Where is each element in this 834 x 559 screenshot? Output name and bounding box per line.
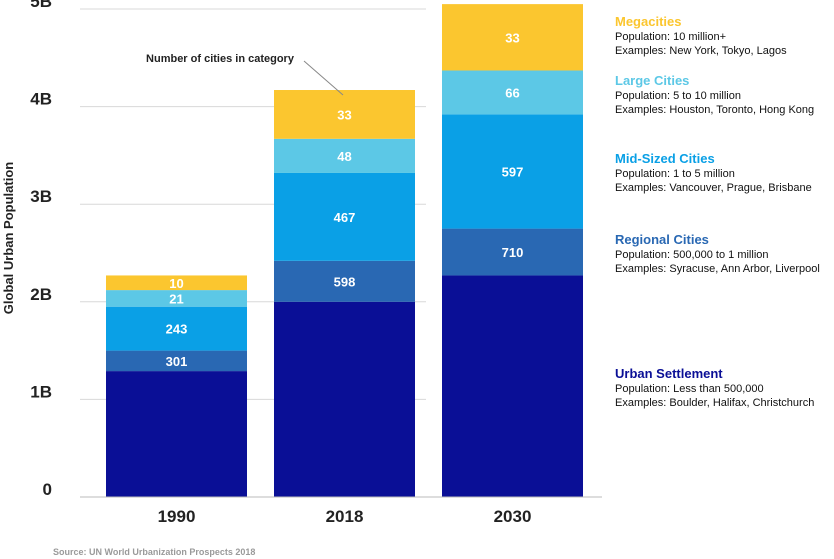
data-label: 33 xyxy=(505,30,519,45)
bar-segment xyxy=(442,4,583,71)
legend-entry: Regional Cities Population: 500,000 to 1 … xyxy=(615,232,834,276)
legend-entry-name: Large Cities xyxy=(615,73,690,88)
bar-segment xyxy=(274,90,415,139)
data-label: 467 xyxy=(334,210,356,225)
data-label: 21 xyxy=(169,291,183,306)
legend-entry-population: Population: Less than 500,000 xyxy=(615,383,764,395)
y-tick-label: 5B xyxy=(30,0,52,11)
data-label: 33 xyxy=(337,107,351,122)
x-tick-label: 2018 xyxy=(326,507,364,526)
y-tick-label: 1B xyxy=(30,382,52,401)
bar-segment xyxy=(442,114,583,229)
legend-entry-examples: Examples: Syracuse, Ann Arbor, Liverpool xyxy=(615,263,820,275)
legend-entry: Megacities Population: 10 million+ Example… xyxy=(615,14,834,58)
legend-entry-examples: Examples: Boulder, Halifax, Christchurch xyxy=(615,397,815,409)
bar-segment xyxy=(106,275,247,291)
y-axis-label: Global Urban Population xyxy=(1,162,16,314)
data-label: 66 xyxy=(505,85,519,100)
bar-segment xyxy=(274,138,415,173)
legend-entry-examples: Examples: Vancouver, Prague, Brisbane xyxy=(615,182,812,194)
bar-segment xyxy=(442,70,583,115)
legend-entry-examples: Examples: Houston, Toronto, Hong Kong xyxy=(615,104,815,116)
annotation-label: Number of cities in category xyxy=(146,53,295,65)
bar-segment xyxy=(274,260,415,302)
bar-segment xyxy=(274,172,415,261)
legend-entry-examples: Examples: New York, Tokyo, Lagos xyxy=(615,45,787,57)
annotation-leader-line xyxy=(303,60,344,96)
data-label: 48 xyxy=(337,149,351,164)
bar-segment xyxy=(442,228,583,276)
legend-entry: Large Cities Population: 5 to 10 million E… xyxy=(615,73,834,117)
legend-entry-name: Mid-Sized Cities xyxy=(615,151,715,166)
legend-entry-population: Population: 500,000 to 1 million xyxy=(615,249,769,261)
legend-entry: Urban Settlement Population: Less than 50… xyxy=(615,366,834,410)
bar-segment xyxy=(274,301,415,497)
data-label: 710 xyxy=(502,245,524,260)
bar-segment xyxy=(442,275,583,497)
y-tick-label: 0 xyxy=(43,480,52,499)
legend-entry-name: Regional Cities xyxy=(615,232,709,247)
y-tick-label: 4B xyxy=(30,90,52,109)
bar-segment xyxy=(106,371,247,497)
y-tick-label: 2B xyxy=(30,285,52,304)
x-axis-ticks: 1990 2018 2030 xyxy=(158,507,532,526)
data-label: 243 xyxy=(166,322,188,337)
data-label: 598 xyxy=(334,274,356,289)
x-tick-label: 1990 xyxy=(158,507,196,526)
y-tick-label: 3B xyxy=(30,187,52,206)
legend-entry-population: Population: 5 to 10 million xyxy=(615,90,741,102)
legend-entry-population: Population: 1 to 5 million xyxy=(615,168,735,180)
y-axis-ticks: 0 1B 2B 3B 4B 5B xyxy=(30,0,52,499)
legend-entry-name: Megacities xyxy=(615,14,682,29)
legend-entry: Mid-Sized Cities Population: 1 to 5 milli… xyxy=(615,151,834,195)
bar-segment xyxy=(106,350,247,372)
legend-entry-population: Population: 10 million+ xyxy=(615,31,726,43)
legend-entry-name: Urban Settlement xyxy=(615,366,723,381)
bar-segment xyxy=(106,306,247,351)
data-label: 301 xyxy=(166,354,188,369)
x-tick-label: 2030 xyxy=(494,507,532,526)
source-note: Source: UN World Urbanization Prospects … xyxy=(53,547,255,557)
data-label: 10 xyxy=(169,276,183,291)
bar-segment xyxy=(106,290,247,307)
data-label: 597 xyxy=(502,165,524,180)
